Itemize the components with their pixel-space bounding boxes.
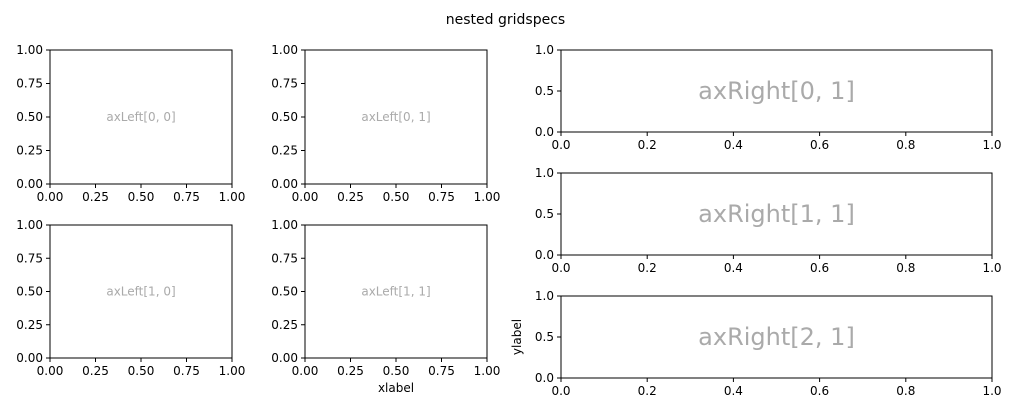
axes-annotation: axLeft[0, 1] xyxy=(361,110,430,124)
x-tick-label: 0.2 xyxy=(638,138,657,152)
x-tick-label: 0.50 xyxy=(383,364,410,378)
y-tick-label: 0.25 xyxy=(271,144,298,158)
y-tick-label: 1.0 xyxy=(535,43,554,57)
x-tick-label: 1.00 xyxy=(219,190,246,204)
x-tick-label: 0.4 xyxy=(724,138,743,152)
y-tick-label: 1.00 xyxy=(16,218,43,232)
x-tick-label: 0.50 xyxy=(128,190,155,204)
x-tick-label: 0.25 xyxy=(82,364,109,378)
x-tick-label: 0.6 xyxy=(810,384,829,398)
x-tick-label: 0.2 xyxy=(638,261,657,275)
y-tick-label: 0.0 xyxy=(535,125,554,139)
axes-1: 0.00 0.25 0.50 0.75 1.00 0.00 0.25 0.50 0.75 1.00… xyxy=(16,43,245,204)
x-tick-label: 0.75 xyxy=(428,364,455,378)
y-tick-label: 0.00 xyxy=(271,351,298,365)
axes-annotation: axLeft[1, 0] xyxy=(106,285,175,299)
y-tick-label: 0.00 xyxy=(16,351,43,365)
x-tick-label: 0.8 xyxy=(896,384,915,398)
x-tick-label: 0.50 xyxy=(128,364,155,378)
y-tick-label: 0.75 xyxy=(16,251,43,265)
x-tick-label: 0.25 xyxy=(337,364,364,378)
y-tick-label: 0.0 xyxy=(535,248,554,262)
x-tick-label: 0.8 xyxy=(896,138,915,152)
y-tick-label: 1.0 xyxy=(535,166,554,180)
x-tick-label: 0.75 xyxy=(173,364,200,378)
y-tick-label: 0.5 xyxy=(535,84,554,98)
x-tick-label: 0.4 xyxy=(724,261,743,275)
figure-suptitle: nested gridspecs xyxy=(446,12,565,28)
axes-annotation: axRight[0, 1] xyxy=(698,77,855,105)
y-tick-label: 0.0 xyxy=(535,371,554,385)
axes-7: 0.0 0.2 0.4 0.6 0.8 1.0 0.0 0.5 1.0 axRight[2, 1]… xyxy=(510,289,1002,398)
x-tick-label: 0.0 xyxy=(551,384,570,398)
y-tick-label: 0.50 xyxy=(271,285,298,299)
x-tick-label: 0.75 xyxy=(173,190,200,204)
x-tick-label: 0.75 xyxy=(428,190,455,204)
x-tick-label: 0.6 xyxy=(810,138,829,152)
x-tick-label: 1.00 xyxy=(474,364,501,378)
y-axis-label: ylabel xyxy=(510,319,524,355)
y-tick-label: 0.00 xyxy=(16,177,43,191)
y-tick-label: 0.50 xyxy=(16,110,43,124)
axes-6: 0.0 0.2 0.4 0.6 0.8 1.0 0.0 0.5 1.0 axRight[1, 1] xyxy=(535,166,1002,275)
y-tick-label: 0.5 xyxy=(535,330,554,344)
y-tick-label: 0.75 xyxy=(271,251,298,265)
axes-4: 0.00 0.25 0.50 0.75 1.00 0.00 0.25 0.50 0.75 1.00… xyxy=(271,218,500,395)
y-tick-label: 0.50 xyxy=(16,285,43,299)
x-tick-label: 0.2 xyxy=(638,384,657,398)
x-tick-label: 0.6 xyxy=(810,261,829,275)
y-tick-label: 1.0 xyxy=(535,289,554,303)
y-tick-label: 0.50 xyxy=(271,110,298,124)
x-tick-label: 1.0 xyxy=(982,384,1001,398)
x-tick-label: 0.0 xyxy=(551,261,570,275)
y-tick-label: 0.25 xyxy=(16,144,43,158)
axes-2: 0.00 0.25 0.50 0.75 1.00 0.00 0.25 0.50 0.75 1.00… xyxy=(271,43,500,204)
axes-annotation: axRight[2, 1] xyxy=(698,323,855,351)
y-tick-label: 0.25 xyxy=(271,318,298,332)
axes-annotation: axRight[1, 1] xyxy=(698,200,855,228)
x-tick-label: 0.00 xyxy=(37,364,64,378)
x-tick-label: 1.00 xyxy=(219,364,246,378)
y-tick-label: 0.25 xyxy=(16,318,43,332)
y-tick-label: 0.75 xyxy=(271,77,298,91)
x-tick-label: 0.25 xyxy=(337,190,364,204)
y-tick-label: 1.00 xyxy=(271,218,298,232)
x-tick-label: 0.25 xyxy=(82,190,109,204)
x-tick-label: 0.00 xyxy=(292,364,319,378)
axes-frame xyxy=(560,172,993,256)
y-tick-label: 1.00 xyxy=(271,43,298,57)
x-tick-label: 1.0 xyxy=(982,138,1001,152)
axes-3: 0.00 0.25 0.50 0.75 1.00 0.00 0.25 0.50 0.75 1.00… xyxy=(16,218,245,378)
x-tick-label: 0.4 xyxy=(724,384,743,398)
y-tick-label: 0.00 xyxy=(271,177,298,191)
axes-frame xyxy=(304,224,488,359)
x-tick-label: 0.50 xyxy=(383,190,410,204)
y-tick-label: 1.00 xyxy=(16,43,43,57)
x-tick-label: 1.00 xyxy=(474,190,501,204)
axes-annotation: axLeft[0, 0] xyxy=(106,110,175,124)
x-tick-label: 0.0 xyxy=(551,138,570,152)
x-tick-label: 0.00 xyxy=(292,190,319,204)
axes-annotation: axLeft[1, 1] xyxy=(361,285,430,299)
x-axis-label: xlabel xyxy=(378,381,414,395)
x-tick-label: 0.00 xyxy=(37,190,64,204)
axes-frame xyxy=(49,224,233,359)
axes-frame xyxy=(49,49,233,185)
y-tick-label: 0.5 xyxy=(535,207,554,221)
axes-frame xyxy=(560,295,993,379)
x-tick-label: 1.0 xyxy=(982,261,1001,275)
y-tick-label: 0.75 xyxy=(16,77,43,91)
x-tick-label: 0.8 xyxy=(896,261,915,275)
axes-5: 0.0 0.2 0.4 0.6 0.8 1.0 0.0 0.5 1.0 axRight[0, 1] xyxy=(535,43,1002,152)
axes-layer: 0.00 0.25 0.50 0.75 1.000.000.250.500.751.00… xyxy=(16,43,1001,398)
